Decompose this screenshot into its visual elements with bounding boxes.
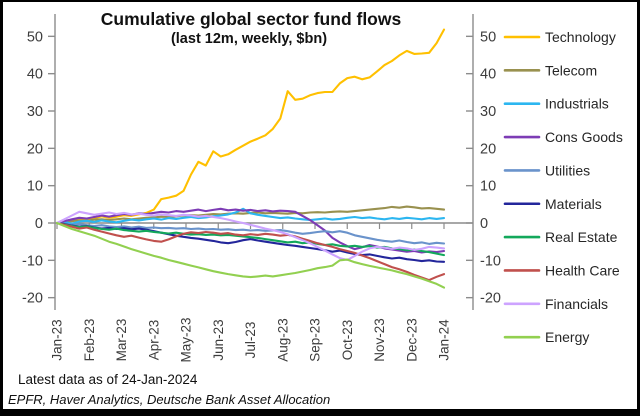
y-tick-label-right: 40: [480, 67, 496, 83]
x-tick-label: Aug-23: [275, 318, 290, 362]
y-tick-label-right: 50: [480, 29, 496, 45]
y-tick-label-left: 20: [27, 141, 43, 157]
y-tick-label-left: -20: [22, 291, 43, 307]
x-tick-label: Apr-23: [146, 320, 161, 361]
legend-label: Technology: [545, 29, 616, 45]
x-axis-labels: Jan-23 Feb-23 Mar-23 Apr-23 May-23 Jun-23 Jul-…: [50, 317, 452, 362]
y-tick-label-right: -20: [480, 291, 501, 307]
y-tick-label-left: 30: [27, 104, 43, 120]
y-tick-label-right: 10: [480, 179, 496, 195]
legend-label: Industrials: [545, 96, 609, 112]
x-tick-label: Jun-23: [211, 319, 226, 360]
y-tick-label-right: 30: [480, 104, 496, 120]
legend-label: Energy: [545, 329, 589, 345]
x-tick-label: Jan-24: [437, 319, 452, 361]
legend-item-materials: Materials: [503, 196, 602, 212]
y-tick-label-right: 0: [480, 216, 488, 232]
series-line-industrials: [55, 207, 446, 225]
series-line-health-care: [55, 221, 446, 282]
series-line-materials: [55, 221, 446, 263]
legend: Technology Telecom Industrials Cons Goods Ut…: [503, 29, 623, 345]
legend-item-real-estate: Real Estate: [503, 229, 618, 245]
chart-subtitle: (last 12m, weekly, $bn): [171, 31, 327, 47]
legend-label: Cons Goods: [545, 129, 623, 145]
legend-item-technology: Technology: [503, 29, 616, 45]
series-line-financials: [55, 210, 446, 262]
legend-label: Telecom: [545, 62, 597, 78]
y-tick-label-left: 10: [27, 179, 43, 195]
x-tick-label: Jan-23: [50, 319, 65, 360]
legend-item-utilities: Utilities: [503, 162, 590, 178]
legend-label: Financials: [545, 296, 608, 312]
axes: 50 50 40 40 30 30 20 20 10 10 0 0 -10 -10 -20 -20: [22, 14, 501, 310]
legend-item-industrials: Industrials: [503, 96, 609, 112]
x-tick-label: Mar-23: [114, 319, 129, 362]
chart-title: Cumulative global sector fund flows: [101, 9, 402, 29]
source-note: EPFR, Haver Analytics, Deutsche Bank Ass…: [8, 392, 330, 407]
legend-item-cons-goods: Cons Goods: [503, 129, 623, 145]
series-line-technology: [55, 28, 446, 225]
legend-item-telecom: Telecom: [503, 62, 597, 78]
legend-item-energy: Energy: [503, 329, 589, 345]
x-tick-label: May-23: [179, 317, 194, 362]
y-tick-label-left: 50: [27, 29, 43, 45]
legend-label: Real Estate: [545, 229, 618, 245]
x-tick-label: Feb-23: [82, 319, 97, 362]
legend-label: Utilities: [545, 162, 590, 178]
x-tick-label: Jul-23: [243, 322, 258, 359]
series-line-energy: [55, 221, 446, 289]
x-tick-label: Oct-23: [340, 320, 355, 361]
y-tick-label-left: 0: [35, 216, 43, 232]
footer-note: Latest data as of 24-Jan-2024: [18, 372, 198, 387]
series-line-utilities: [55, 221, 446, 245]
legend-item-financials: Financials: [503, 296, 608, 312]
x-tick-label: Sep-23: [308, 318, 323, 362]
y-tick-label-right: 20: [480, 141, 496, 157]
x-tick-label: Dec-23: [404, 318, 419, 362]
legend-label: Health Care: [545, 262, 620, 278]
series-lines: [55, 28, 446, 289]
legend-label: Materials: [545, 196, 602, 212]
y-tick-label-left: 40: [27, 67, 43, 83]
x-tick-label: Nov-23: [372, 318, 387, 362]
legend-item-health-care: Health Care: [503, 262, 620, 278]
y-tick-label-right: -10: [480, 253, 501, 269]
y-tick-label-left: -10: [22, 253, 43, 269]
